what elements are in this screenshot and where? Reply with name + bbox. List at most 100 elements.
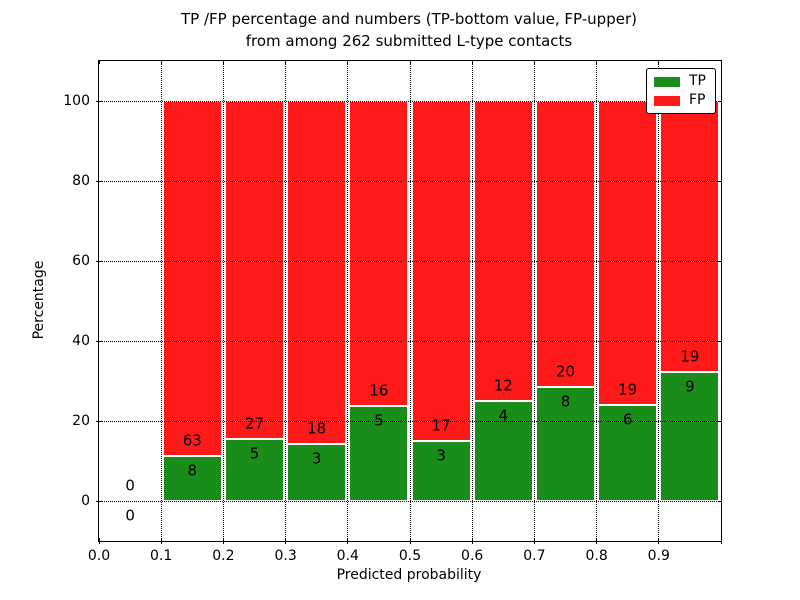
bar-tp-segment xyxy=(287,443,347,501)
y-axis-label: Percentage xyxy=(31,260,47,340)
y-tick-mark xyxy=(96,100,102,102)
tp-count-label: 0 xyxy=(125,506,135,525)
bar-fp-segment xyxy=(162,101,222,456)
x-tick-mark xyxy=(720,538,722,544)
y-tick-label: 0 xyxy=(81,493,90,509)
chart-title-line-2: from among 262 submitted L-type contacts xyxy=(245,32,573,50)
fp-count-label: 16 xyxy=(369,381,389,400)
x-tick-label: 0.7 xyxy=(523,548,546,564)
bar-fp-segment xyxy=(598,101,658,405)
fp-count-label: 19 xyxy=(680,347,700,366)
x-gridline xyxy=(596,61,598,541)
fp-count-label: 0 xyxy=(125,476,135,495)
y-tick-mark xyxy=(96,420,102,422)
bar-fp-segment xyxy=(473,101,533,401)
x-tick-mark xyxy=(98,60,100,64)
fp-count-label: 12 xyxy=(493,376,513,395)
tp-count-label: 4 xyxy=(498,406,509,425)
y-tick-mark xyxy=(718,260,722,262)
x-tick-mark xyxy=(471,538,473,544)
chart-title: TP /FP percentage and numbers (TP-bottom… xyxy=(98,8,720,52)
x-tick-mark xyxy=(409,60,411,64)
x-tick-label: 0.5 xyxy=(398,548,422,564)
tp-legend-label: TP xyxy=(689,73,706,89)
x-tick-mark xyxy=(347,60,349,64)
fp-count-label: 20 xyxy=(555,362,576,381)
x-tick-mark xyxy=(160,60,162,64)
x-tick-mark xyxy=(658,538,660,544)
y-tick-mark xyxy=(718,340,722,342)
fp-count-label: 19 xyxy=(618,380,638,399)
x-tick-mark xyxy=(533,538,535,544)
x-gridline xyxy=(471,61,473,541)
bar-tp-segment xyxy=(411,441,471,501)
bar-fp-segment xyxy=(287,101,347,444)
tp-count-label: 6 xyxy=(622,410,633,429)
plot-area: TP FP 0 0 63 8 27 5 18 3 16 5 17 3 12 4 20 8 19 6 19 9 0.0 0.… xyxy=(63,60,722,564)
x-tick-mark xyxy=(658,60,660,64)
tp-count-label: 9 xyxy=(685,377,695,396)
fp-count-label: 17 xyxy=(431,416,451,435)
x-tick-mark xyxy=(222,538,224,544)
legend: TP FP xyxy=(646,68,716,114)
y-tick-label: 60 xyxy=(72,253,90,269)
fp-count-label: 63 xyxy=(182,431,202,450)
y-tick-mark xyxy=(718,100,722,102)
bar-tp-segment xyxy=(224,438,285,501)
bar-fp-segment xyxy=(660,101,720,373)
x-tick-mark xyxy=(596,60,598,64)
x-gridline xyxy=(347,61,349,541)
y-tick-label: 100 xyxy=(63,93,90,109)
y-tick-mark xyxy=(718,500,722,502)
x-tick-label: 0.2 xyxy=(212,548,235,564)
bar-tp-segment xyxy=(349,405,409,501)
x-tick-label: 0.0 xyxy=(87,548,111,564)
y-tick-mark xyxy=(96,340,102,342)
tp-count-label: 5 xyxy=(374,411,384,430)
x-tick-mark xyxy=(409,538,411,544)
bar-tp-segment xyxy=(162,455,222,501)
fp-legend-label: FP xyxy=(689,92,706,108)
x-axis-label: Predicted probability xyxy=(336,567,482,583)
y-tick-mark xyxy=(718,180,722,182)
x-gridline xyxy=(160,61,162,541)
tp-count-label: 3 xyxy=(436,446,446,465)
y-tick-mark xyxy=(96,260,102,262)
x-tick-mark xyxy=(285,538,287,544)
tp-count-label: 3 xyxy=(311,449,322,468)
fp-legend-swatch xyxy=(654,95,680,106)
x-gridline xyxy=(222,61,224,541)
bar-fp-segment xyxy=(349,101,409,406)
tp-count-label: 8 xyxy=(560,392,571,411)
bar-tp-segment xyxy=(535,386,596,501)
bar-tp-segment xyxy=(473,401,533,501)
fp-count-label: 27 xyxy=(244,414,265,432)
y-tick-mark xyxy=(718,420,722,422)
x-tick-label: 0.3 xyxy=(274,548,297,564)
bar-tp-segment xyxy=(660,372,720,501)
y-tick-mark xyxy=(96,180,102,182)
x-tick-label: 0.4 xyxy=(336,548,359,564)
bar-fp-segment xyxy=(535,101,596,387)
x-tick-mark xyxy=(347,538,349,544)
legend-item-tp: TP xyxy=(654,74,708,89)
tp-count-label: 5 xyxy=(249,444,260,462)
tp-legend-swatch xyxy=(654,76,680,87)
x-tick-mark xyxy=(720,60,722,64)
tp-count-label: 8 xyxy=(187,461,198,480)
x-tick-mark xyxy=(222,60,224,64)
x-gridline xyxy=(533,61,535,541)
x-tick-mark xyxy=(98,538,100,544)
x-gridline xyxy=(409,61,411,541)
bar-fp-segment xyxy=(224,101,285,439)
x-tick-mark xyxy=(285,60,287,64)
x-tick-label: 0.1 xyxy=(150,548,173,564)
x-gridline xyxy=(658,61,660,541)
y-tick-label: 40 xyxy=(72,333,90,349)
x-gridline xyxy=(285,61,287,541)
x-tick-mark xyxy=(471,60,473,64)
x-tick-label: 0.8 xyxy=(585,548,608,564)
fp-count-label: 18 xyxy=(307,419,327,438)
x-tick-mark xyxy=(596,538,598,544)
